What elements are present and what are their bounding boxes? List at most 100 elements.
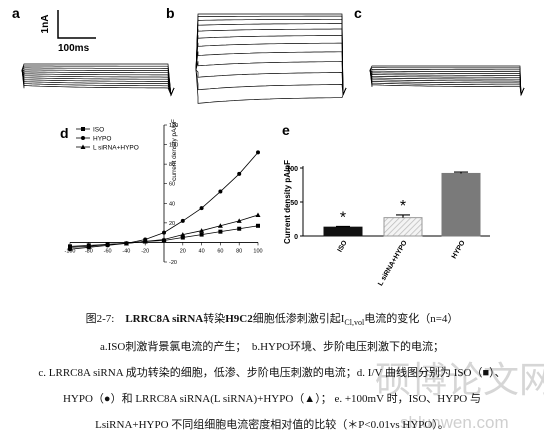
traces xyxy=(21,13,525,104)
marker xyxy=(180,232,186,237)
trace xyxy=(369,69,525,96)
trace xyxy=(21,65,175,97)
trace xyxy=(195,18,347,96)
x-tick-label: 20 xyxy=(180,248,186,254)
y-tick-label: 40 xyxy=(169,201,175,207)
trace xyxy=(195,61,347,96)
error-bar xyxy=(396,214,410,218)
trace xyxy=(195,15,347,96)
caption: Cl,vol xyxy=(344,318,365,328)
x-tick-label: -60 xyxy=(104,248,112,254)
marker xyxy=(255,212,261,218)
y-tick-label: -20 xyxy=(169,260,177,266)
x-tick-label: -40 xyxy=(122,248,130,254)
trace xyxy=(369,69,525,96)
bar xyxy=(383,217,423,237)
scale-bar xyxy=(57,10,96,39)
x-tick-label: ISO xyxy=(337,239,349,253)
y-tick-label: 20 xyxy=(169,221,175,227)
trace xyxy=(21,69,175,97)
x-tick-label: 100 xyxy=(253,248,262,254)
error-bar xyxy=(336,225,350,228)
y-tick-label: 60 xyxy=(169,182,175,188)
y-axis-label: Current density pA/pF xyxy=(283,160,292,244)
y-tick-label: 100 xyxy=(169,143,178,149)
trace xyxy=(21,69,175,97)
marker xyxy=(217,223,223,228)
trace xyxy=(195,69,347,96)
trace xyxy=(195,69,347,96)
trace xyxy=(21,69,175,97)
caption-line: 图2-7: LRRC8A siRNA转染H9C2细胞低渗刺激引起ICl,vol电… xyxy=(0,310,544,327)
trace xyxy=(195,23,347,96)
trace xyxy=(195,13,347,96)
marker xyxy=(86,243,92,249)
chart-d: -100 -80 -60 -40 -20 20 40 60 80 100-202040608010… xyxy=(64,119,262,266)
trace xyxy=(21,63,175,96)
caption: HYPO（●）和 LRRC8A siRNA(L siRNA)+HYPO（▲）； … xyxy=(62,393,482,405)
trace xyxy=(195,35,347,96)
x-tick-label: -100 xyxy=(64,248,75,254)
panel-label: d xyxy=(60,125,69,141)
trace xyxy=(21,69,175,96)
marker xyxy=(256,223,260,228)
trace xyxy=(369,69,525,96)
trace xyxy=(195,42,347,96)
x-tick-label: HYPO xyxy=(451,239,467,260)
caption: 图2-7: xyxy=(85,313,115,325)
trace xyxy=(369,69,525,96)
legend-label: HYPO xyxy=(93,136,111,143)
y-tick-label: 80 xyxy=(169,162,175,168)
y-axis-label: current density pA/pF xyxy=(171,119,178,181)
trace xyxy=(369,69,525,96)
trace xyxy=(21,67,175,97)
caption: LsiRNA+HYPO 不同组细胞电流密度相对值的比较（＊P<0.01vs HY… xyxy=(95,419,449,431)
watermark: 硕博论文网 xyxy=(375,359,544,400)
legend-label: ISO xyxy=(93,127,104,134)
trace xyxy=(21,69,175,97)
marker xyxy=(256,150,260,155)
marker xyxy=(81,127,85,131)
caption: H9C2 xyxy=(225,313,253,325)
trace xyxy=(369,69,525,96)
y-tick-label: 50 xyxy=(290,200,298,207)
marker xyxy=(218,229,223,234)
trace xyxy=(369,67,525,96)
marker xyxy=(161,236,167,242)
trace xyxy=(369,69,525,96)
marker xyxy=(80,144,86,149)
legend-label: L siRNA+HYPO xyxy=(93,145,139,152)
caption: 细胞低渗刺激引起I xyxy=(252,313,345,325)
marker xyxy=(180,218,185,223)
scale-label: 1nA xyxy=(40,15,51,34)
marker xyxy=(218,189,223,194)
significance: * xyxy=(400,198,406,215)
panel-label: a xyxy=(12,5,20,21)
x-tick-label: 40 xyxy=(199,248,205,254)
scale-label: 100ms xyxy=(58,43,90,54)
trace xyxy=(195,28,347,96)
marker xyxy=(123,240,129,246)
trace xyxy=(21,69,175,97)
marker xyxy=(199,232,204,237)
trace xyxy=(369,65,525,96)
x-tick-label: 60 xyxy=(217,248,223,254)
marker xyxy=(162,230,166,235)
panel-label: b xyxy=(166,5,175,21)
bar xyxy=(441,172,481,237)
caption: 转染 xyxy=(203,313,226,325)
x-tick-label: 80 xyxy=(236,248,242,254)
significance: * xyxy=(340,209,346,226)
panel-label: c xyxy=(354,5,362,21)
marker xyxy=(67,244,73,250)
y-tick-label: 120 xyxy=(169,123,178,129)
y-tick-label: 0 xyxy=(294,234,298,241)
marker xyxy=(237,171,242,176)
marker xyxy=(81,136,85,140)
x-tick-label: L siRNA+HYPO xyxy=(377,239,409,287)
marker xyxy=(236,218,242,223)
caption: c. LRRC8A siRNA 成功转染的细胞，低渗、步阶电压刺激的电流；d. … xyxy=(38,367,506,379)
trace xyxy=(369,69,525,97)
